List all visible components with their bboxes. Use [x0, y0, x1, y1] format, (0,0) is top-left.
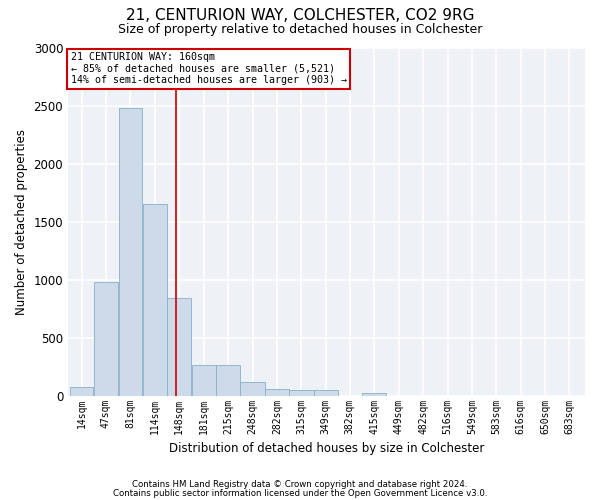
- Bar: [314, 390, 338, 396]
- Bar: [167, 298, 191, 396]
- Bar: [191, 366, 216, 396]
- Bar: [94, 282, 118, 396]
- Bar: [216, 365, 240, 396]
- Bar: [362, 392, 386, 396]
- Text: Size of property relative to detached houses in Colchester: Size of property relative to detached ho…: [118, 22, 482, 36]
- Bar: [70, 387, 94, 396]
- Text: 21 CENTURION WAY: 160sqm
← 85% of detached houses are smaller (5,521)
14% of sem: 21 CENTURION WAY: 160sqm ← 85% of detach…: [71, 52, 347, 86]
- Text: Contains public sector information licensed under the Open Government Licence v3: Contains public sector information licen…: [113, 489, 487, 498]
- Bar: [241, 382, 265, 396]
- X-axis label: Distribution of detached houses by size in Colchester: Distribution of detached houses by size …: [169, 442, 484, 455]
- Bar: [265, 388, 289, 396]
- Text: 21, CENTURION WAY, COLCHESTER, CO2 9RG: 21, CENTURION WAY, COLCHESTER, CO2 9RG: [126, 8, 474, 22]
- Bar: [143, 204, 167, 396]
- Bar: [119, 108, 142, 396]
- Text: Contains HM Land Registry data © Crown copyright and database right 2024.: Contains HM Land Registry data © Crown c…: [132, 480, 468, 489]
- Bar: [289, 390, 314, 396]
- Y-axis label: Number of detached properties: Number of detached properties: [15, 128, 28, 314]
